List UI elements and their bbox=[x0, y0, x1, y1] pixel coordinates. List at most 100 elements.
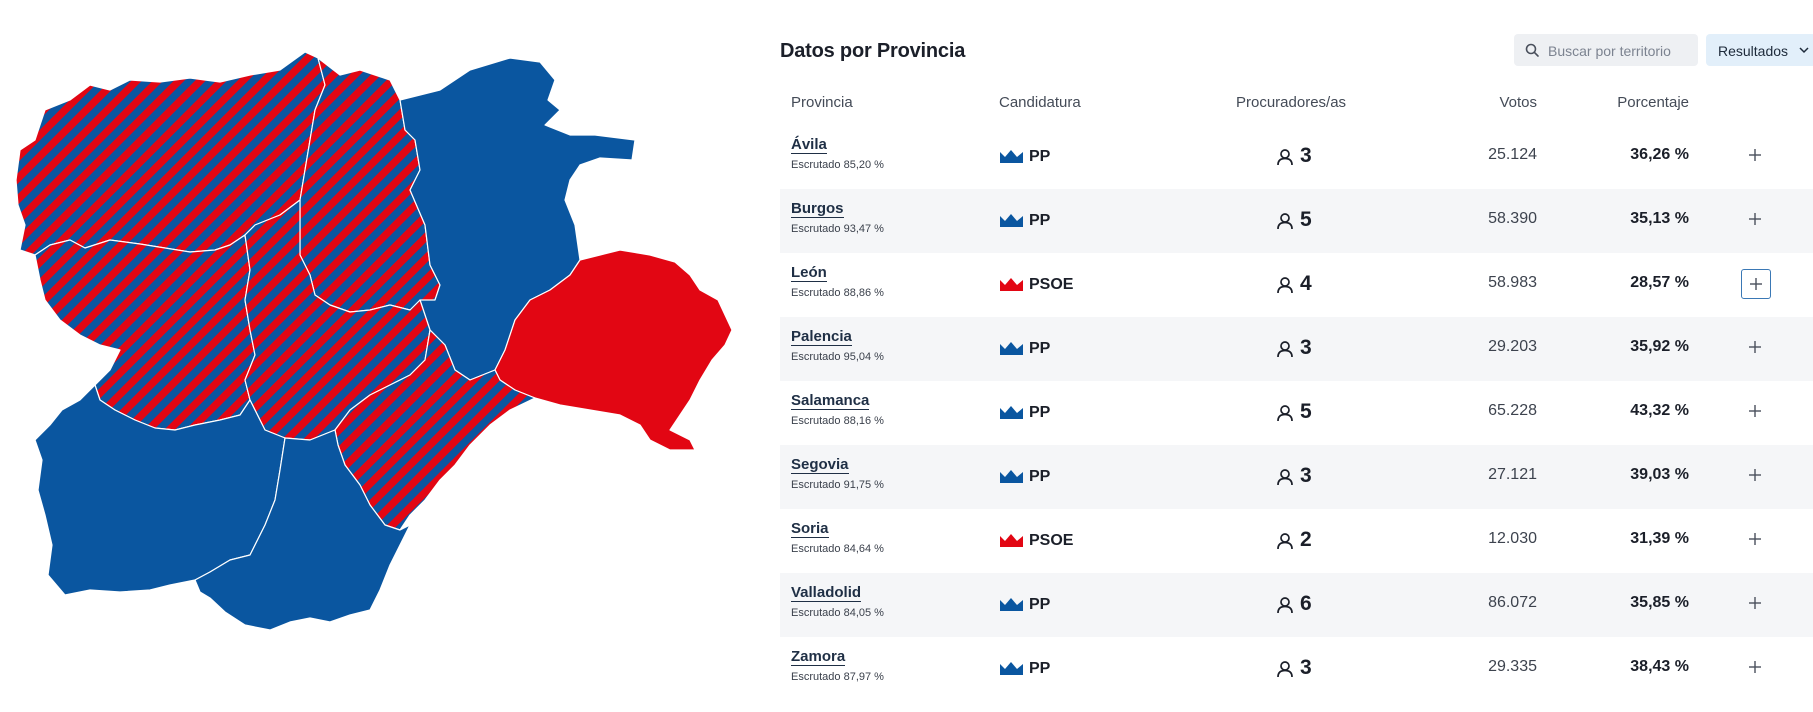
party-crown-icon bbox=[1000, 534, 1023, 547]
person-icon bbox=[1277, 149, 1293, 166]
province-data-panel: Datos por Provincia Buscar por territori… bbox=[780, 0, 1813, 712]
votes-value: 29.203 bbox=[1488, 338, 1537, 355]
table-row[interactable]: Segovia Escrutado 91,75 % PP 3 27.121 39,03 % bbox=[780, 445, 1813, 509]
province-name-link[interactable]: Valladolid bbox=[791, 584, 862, 602]
chevron-down-icon bbox=[1799, 47, 1809, 54]
map-region[interactable] bbox=[194, 429, 411, 631]
expand-row-button[interactable] bbox=[1741, 333, 1771, 363]
expand-row-button[interactable] bbox=[1741, 397, 1771, 427]
person-icon bbox=[1277, 469, 1293, 486]
province-name-link[interactable]: León bbox=[791, 264, 827, 282]
person-icon bbox=[1277, 533, 1293, 550]
party-crown-icon bbox=[1000, 598, 1023, 611]
plus-icon bbox=[1749, 405, 1761, 417]
votes-value: 86.072 bbox=[1488, 594, 1537, 611]
party-crown-icon bbox=[1000, 278, 1023, 291]
province-name-link[interactable]: Burgos bbox=[791, 200, 844, 218]
province-name-link[interactable]: Palencia bbox=[791, 328, 852, 346]
person-icon bbox=[1277, 661, 1293, 678]
party-name: PP bbox=[1029, 468, 1051, 485]
procuradores-count: 6 bbox=[1300, 592, 1312, 615]
table-row[interactable]: Zamora Escrutado 87,97 % PP 3 29.335 38,43 % bbox=[780, 637, 1813, 701]
percentage-value: 38,43 % bbox=[1630, 658, 1689, 675]
table-row[interactable]: Soria Escrutado 84,64 % PSOE 2 12.030 31,39 % bbox=[780, 509, 1813, 573]
votes-value: 58.983 bbox=[1488, 274, 1537, 291]
expand-row-button[interactable] bbox=[1741, 205, 1771, 235]
percentage-value: 35,92 % bbox=[1630, 338, 1689, 355]
escrutado-text: Escrutado 84,64 % bbox=[791, 543, 884, 555]
votes-value: 29.335 bbox=[1488, 658, 1537, 675]
escrutado-text: Escrutado 84,05 % bbox=[791, 607, 884, 619]
procuradores-count: 3 bbox=[1300, 144, 1312, 167]
escrutado-text: Escrutado 88,86 % bbox=[791, 287, 884, 299]
column-header-candidatura: Candidatura bbox=[999, 94, 1081, 111]
escrutado-text: Escrutado 85,20 % bbox=[791, 159, 884, 171]
table-row[interactable]: Valladolid Escrutado 84,05 % PP 6 86.072 35,8… bbox=[780, 573, 1813, 637]
province-name-link[interactable]: Segovia bbox=[791, 456, 849, 474]
person-icon bbox=[1277, 405, 1293, 422]
party-name: PSOE bbox=[1029, 532, 1074, 549]
expand-row-button[interactable] bbox=[1741, 525, 1771, 555]
table-header: Provincia Candidatura Procuradores/as Vo… bbox=[780, 86, 1813, 122]
column-header-provincia: Provincia bbox=[791, 94, 853, 111]
person-icon bbox=[1277, 597, 1293, 614]
procuradores-count: 3 bbox=[1300, 336, 1312, 359]
expand-row-button[interactable] bbox=[1741, 589, 1771, 619]
search-icon bbox=[1525, 43, 1539, 57]
province-name-link[interactable]: Ávila bbox=[791, 136, 827, 154]
column-header-procuradores: Procuradores/as bbox=[1236, 94, 1347, 111]
party-name: PP bbox=[1029, 404, 1051, 421]
party-crown-icon bbox=[1000, 214, 1023, 227]
party-name: PP bbox=[1029, 212, 1051, 229]
search-input[interactable]: Buscar por territorio bbox=[1514, 34, 1698, 66]
column-header-porcentaje: Porcentaje bbox=[1617, 94, 1689, 111]
percentage-value: 35,85 % bbox=[1630, 594, 1689, 611]
table-row[interactable]: Salamanca Escrutado 88,16 % PP 5 65.228 43,32… bbox=[780, 381, 1813, 445]
percentage-value: 35,13 % bbox=[1630, 210, 1689, 227]
party-name: PP bbox=[1029, 596, 1051, 613]
expand-row-button[interactable] bbox=[1741, 461, 1771, 491]
expand-row-button[interactable] bbox=[1741, 653, 1771, 683]
percentage-value: 36,26 % bbox=[1630, 146, 1689, 163]
plus-icon bbox=[1749, 533, 1761, 545]
plus-icon bbox=[1749, 149, 1761, 161]
party-crown-icon bbox=[1000, 662, 1023, 675]
plus-icon bbox=[1749, 213, 1761, 225]
votes-value: 25.124 bbox=[1488, 146, 1537, 163]
table-row[interactable]: León Escrutado 88,86 % PSOE 4 58.983 28,57 % bbox=[780, 253, 1813, 317]
escrutado-text: Escrutado 91,75 % bbox=[791, 479, 884, 491]
votes-value: 12.030 bbox=[1488, 530, 1537, 547]
escrutado-text: Escrutado 93,47 % bbox=[791, 223, 884, 235]
province-name-link[interactable]: Zamora bbox=[791, 648, 846, 666]
column-header-votos: Votos bbox=[1499, 94, 1537, 111]
table-row[interactable]: Palencia Escrutado 95,04 % PP 3 29.203 35,92 … bbox=[780, 317, 1813, 381]
map-region[interactable] bbox=[34, 234, 256, 431]
party-name: PP bbox=[1029, 660, 1051, 677]
panel-title: Datos por Provincia bbox=[780, 40, 966, 62]
table-row[interactable]: Ávila Escrutado 85,20 % PP 3 25.124 36,26 % bbox=[780, 125, 1813, 189]
procuradores-count: 5 bbox=[1300, 400, 1312, 423]
results-dropdown[interactable]: Resultados bbox=[1706, 34, 1813, 66]
percentage-value: 31,39 % bbox=[1630, 530, 1689, 547]
percentage-value: 43,32 % bbox=[1630, 402, 1689, 419]
escrutado-text: Escrutado 87,97 % bbox=[791, 671, 884, 683]
procuradores-count: 5 bbox=[1300, 208, 1312, 231]
search-placeholder: Buscar por territorio bbox=[1548, 43, 1671, 59]
percentage-value: 28,57 % bbox=[1630, 274, 1689, 291]
party-crown-icon bbox=[1000, 342, 1023, 355]
table-row[interactable]: Burgos Escrutado 93,47 % PP 5 58.390 35,13 % bbox=[780, 189, 1813, 253]
plus-icon bbox=[1749, 469, 1761, 481]
votes-value: 27.121 bbox=[1488, 466, 1537, 483]
province-name-link[interactable]: Soria bbox=[791, 520, 829, 538]
plus-icon bbox=[1749, 597, 1761, 609]
plus-icon bbox=[1749, 661, 1761, 673]
expand-row-button[interactable] bbox=[1741, 141, 1771, 171]
escrutado-text: Escrutado 88,16 % bbox=[791, 415, 884, 427]
expand-row-button[interactable] bbox=[1741, 269, 1771, 299]
procuradores-count: 3 bbox=[1300, 464, 1312, 487]
percentage-value: 39,03 % bbox=[1630, 466, 1689, 483]
map-region[interactable] bbox=[494, 249, 733, 451]
procuradores-count: 3 bbox=[1300, 656, 1312, 679]
province-name-link[interactable]: Salamanca bbox=[791, 392, 870, 410]
person-icon bbox=[1277, 277, 1293, 294]
